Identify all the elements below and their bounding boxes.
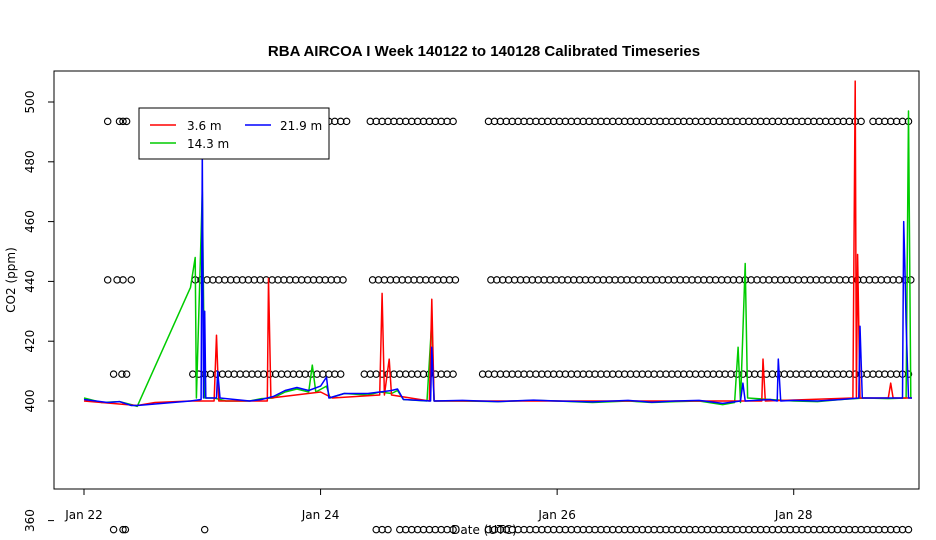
legend-label: 14.3 m <box>187 137 229 151</box>
reference-point <box>449 370 457 378</box>
legend-label: 3.6 m <box>187 119 222 133</box>
legend-box <box>138 107 330 160</box>
y-tick-label: 440 <box>23 270 37 293</box>
reference-point <box>339 276 347 284</box>
reference-point <box>119 525 127 534</box>
legend: 3.6 m 14.3 m 21.9 m <box>138 107 330 160</box>
reference-point <box>109 525 118 534</box>
series-line-3 <box>83 152 912 407</box>
y-tick-label: 400 <box>23 390 37 413</box>
x-axis: Jan 22 Jan 24 Jan 26 Jan 28 <box>64 489 813 522</box>
reference-point <box>103 276 112 284</box>
reference-point <box>103 117 112 126</box>
reference-point <box>904 525 913 534</box>
y-tick-label: 480 <box>23 150 37 173</box>
reference-point <box>122 117 131 126</box>
reference-point <box>449 525 457 534</box>
legend-label: 21.9 m <box>280 119 322 133</box>
reference-point <box>127 276 136 284</box>
series-line-2 <box>83 80 912 407</box>
chart-title: RBA AIRCOA I Week 140122 to 140128 Calib… <box>268 43 700 60</box>
x-axis-label: Date (UTC) <box>451 523 517 537</box>
reference-point <box>121 525 130 534</box>
y-tick-label: 360 <box>23 509 37 532</box>
plot-frame <box>53 70 920 490</box>
reference-point <box>109 370 118 378</box>
reference-point <box>342 117 351 126</box>
reference-point <box>119 276 127 284</box>
reference-point <box>118 370 126 378</box>
reference-point <box>336 370 345 378</box>
x-tick-label: Jan 26 <box>537 508 576 522</box>
reference-point <box>449 117 457 126</box>
reference-point <box>200 525 209 534</box>
y-tick-label: 460 <box>23 210 37 233</box>
reference-point <box>119 117 127 126</box>
x-tick-label: Jan 28 <box>774 508 813 522</box>
y-tick-label: 420 <box>23 330 37 353</box>
x-tick-label: Jan 22 <box>64 508 103 522</box>
series-lines <box>83 80 912 408</box>
y-tick-label: 500 <box>23 91 37 114</box>
reference-point <box>857 117 865 126</box>
y-axis: 360 400 420 440 460 480 500 <box>23 91 54 532</box>
x-tick-label: Jan 24 <box>301 508 340 522</box>
reference-point <box>384 525 392 534</box>
reference-point <box>115 117 124 126</box>
reference-point <box>451 276 460 284</box>
reference-point <box>122 370 131 378</box>
y-axis-label: CO2 (ppm) <box>4 247 18 313</box>
